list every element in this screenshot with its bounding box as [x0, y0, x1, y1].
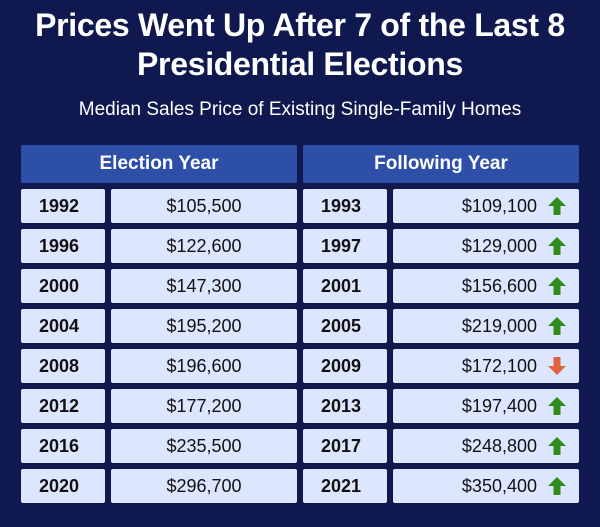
- following-price-value: $248,800: [461, 435, 537, 456]
- following-year-cell: 2017: [303, 429, 387, 463]
- election-price-cell: $235,500: [111, 429, 297, 463]
- following-price-value: $197,400: [461, 395, 537, 416]
- following-price-value: $129,000: [461, 235, 537, 256]
- election-year-cell: 2020: [21, 469, 105, 503]
- column-header-following-year: Following Year: [303, 145, 579, 183]
- arrow-up-icon: [548, 237, 566, 255]
- following-price-value: $172,100: [461, 355, 537, 376]
- table-row: 2008 $196,600 2009 $172,100: [21, 349, 579, 383]
- election-price-cell: $196,600: [111, 349, 297, 383]
- following-year-cell: 2009: [303, 349, 387, 383]
- table-row: 2012 $177,200 2013 $197,400: [21, 389, 579, 423]
- election-year-cell: 1992: [21, 189, 105, 223]
- title-line-1: Prices Went Up After 7 of the Last 8: [35, 7, 565, 43]
- election-price-cell: $122,600: [111, 229, 297, 263]
- election-price-cell: $296,700: [111, 469, 297, 503]
- election-price-cell: $177,200: [111, 389, 297, 423]
- following-year-cell: 2005: [303, 309, 387, 343]
- table-row: 1996 $122,600 1997 $129,000: [21, 229, 579, 263]
- following-price-value: $219,000: [461, 315, 537, 336]
- arrow-up-icon: [548, 197, 566, 215]
- arrow-down-icon: [548, 357, 566, 375]
- following-year-cell: 2001: [303, 269, 387, 303]
- election-year-cell: 2008: [21, 349, 105, 383]
- following-price-value: $109,100: [461, 195, 537, 216]
- election-year-cell: 2004: [21, 309, 105, 343]
- election-year-cell: 2016: [21, 429, 105, 463]
- election-price-cell: $105,500: [111, 189, 297, 223]
- election-year-cell: 2012: [21, 389, 105, 423]
- arrow-up-icon: [548, 397, 566, 415]
- table-row: 2000 $147,300 2001 $156,600: [21, 269, 579, 303]
- price-table: Election Year Following Year 1992 $105,50…: [21, 145, 579, 509]
- arrow-up-icon: [548, 437, 566, 455]
- following-price-cell: $197,400: [393, 389, 579, 423]
- table-header-row: Election Year Following Year: [21, 145, 579, 183]
- following-year-cell: 1997: [303, 229, 387, 263]
- following-price-cell: $156,600: [393, 269, 579, 303]
- election-year-cell: 1996: [21, 229, 105, 263]
- arrow-up-icon: [548, 477, 566, 495]
- following-year-cell: 2021: [303, 469, 387, 503]
- table-row: 2020 $296,700 2021 $350,400: [21, 469, 579, 503]
- following-price-cell: $219,000: [393, 309, 579, 343]
- following-price-value: $156,600: [461, 275, 537, 296]
- following-price-cell: $248,800: [393, 429, 579, 463]
- subtitle: Median Sales Price of Existing Single-Fa…: [78, 99, 522, 120]
- table-row: 1992 $105,500 1993 $109,100: [21, 189, 579, 223]
- following-price-cell: $109,100: [393, 189, 579, 223]
- election-year-cell: 2000: [21, 269, 105, 303]
- title-line-2: Presidential Elections: [137, 46, 463, 82]
- following-price-value: $350,400: [461, 475, 537, 496]
- following-year-cell: 2013: [303, 389, 387, 423]
- following-price-cell: $172,100: [393, 349, 579, 383]
- table-body: 1992 $105,500 1993 $109,100 1996 $122,600 1997…: [21, 189, 579, 503]
- following-year-cell: 1993: [303, 189, 387, 223]
- arrow-up-icon: [548, 317, 566, 335]
- election-price-cell: $195,200: [111, 309, 297, 343]
- following-price-cell: $129,000: [393, 229, 579, 263]
- table-row: 2004 $195,200 2005 $219,000: [21, 309, 579, 343]
- page-title: Prices Went Up After 7 of the Last 8 Pre…: [0, 6, 600, 84]
- table-row: 2016 $235,500 2017 $248,800: [21, 429, 579, 463]
- arrow-up-icon: [548, 277, 566, 295]
- column-header-election-year: Election Year: [21, 145, 297, 183]
- election-price-cell: $147,300: [111, 269, 297, 303]
- following-price-cell: $350,400: [393, 469, 579, 503]
